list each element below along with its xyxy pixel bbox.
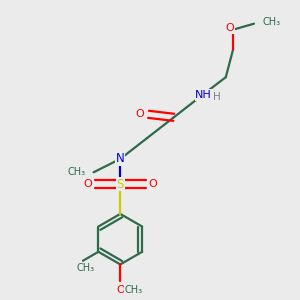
Text: O: O [116,285,125,295]
Text: O: O [136,109,145,119]
Text: CH₃: CH₃ [263,17,281,27]
Text: O: O [148,179,157,189]
Text: CH₃: CH₃ [124,285,143,295]
Text: H: H [213,92,221,101]
Text: CH₃: CH₃ [77,263,95,273]
Text: N: N [116,152,125,165]
Text: NH: NH [195,90,212,100]
Text: O: O [83,179,92,189]
Text: S: S [117,178,124,191]
Text: O: O [226,23,235,33]
Text: CH₃: CH₃ [68,167,86,177]
